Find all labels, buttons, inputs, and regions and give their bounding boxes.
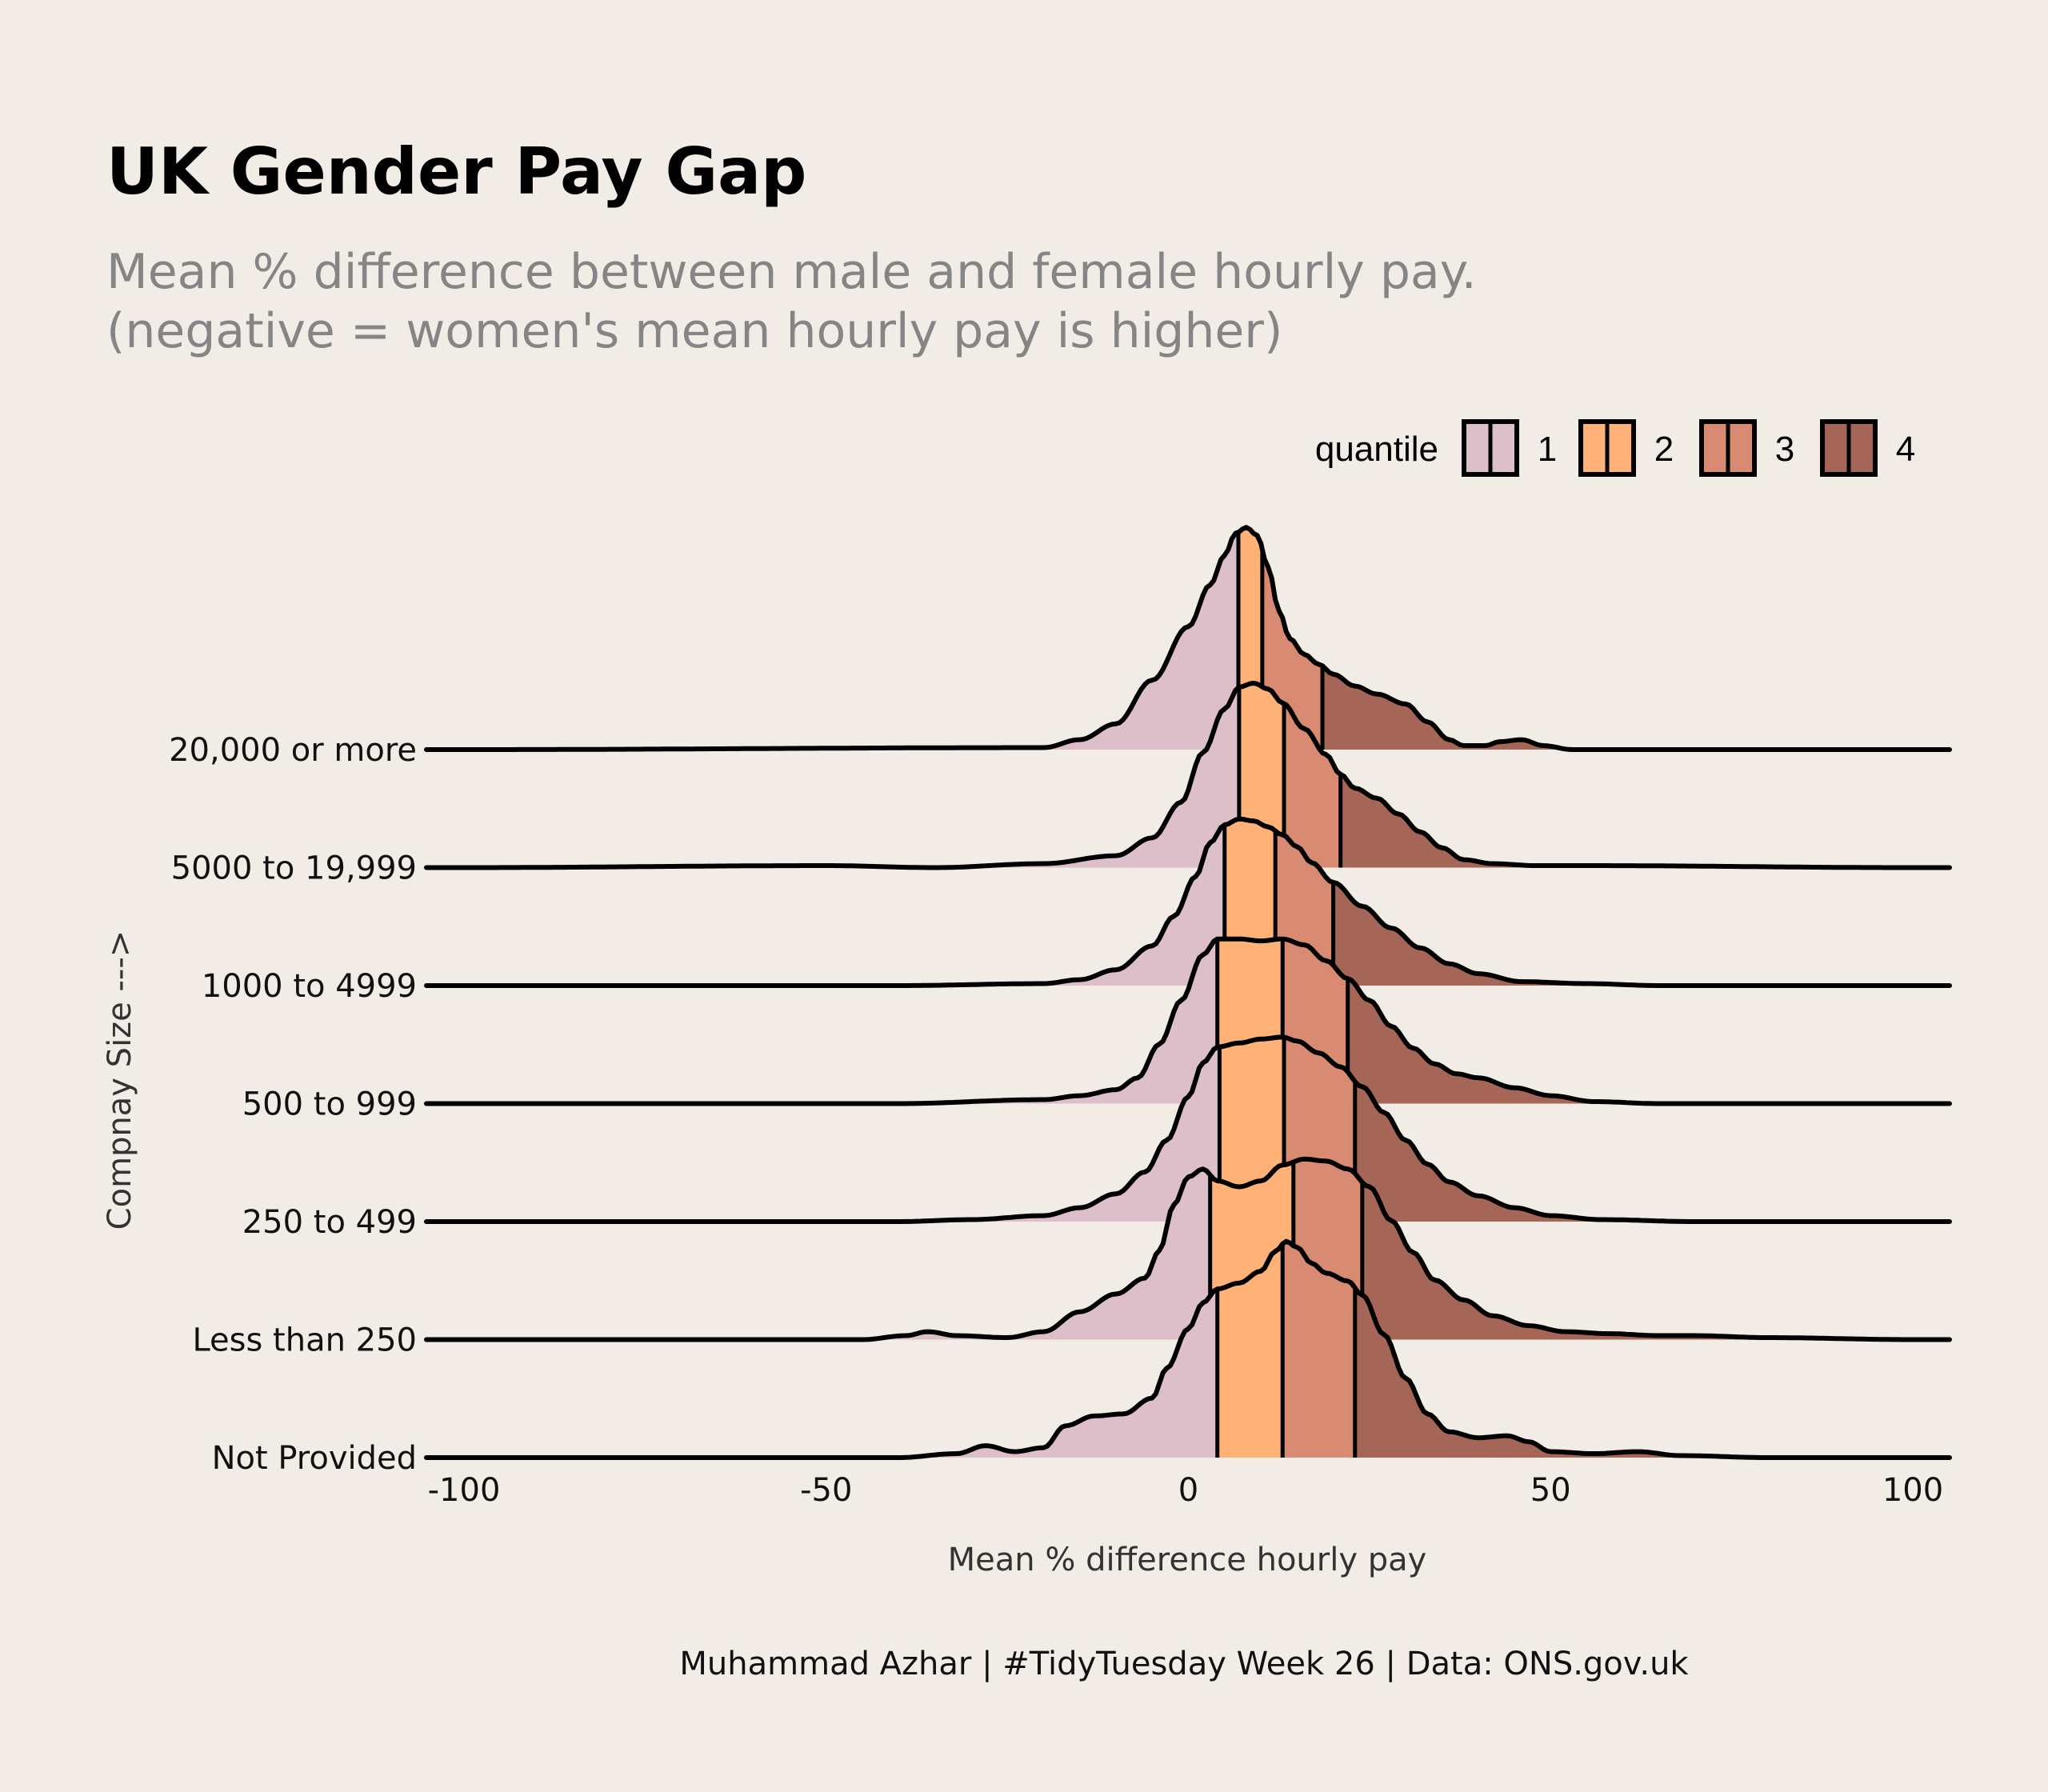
density-outline [424, 1238, 1952, 1460]
quantile-1-area [464, 825, 1225, 986]
legend-item-2: 2 [1578, 419, 1674, 477]
y-axis-title: Compnay Size ---> [102, 930, 138, 1230]
x-tick-label: -50 [800, 1472, 852, 1509]
quantile-1-area [464, 532, 1238, 750]
quantile-3-area [1284, 703, 1341, 868]
density-outline [424, 936, 1952, 1106]
legend: quantile 1 2 3 4 [1315, 419, 1915, 477]
legend-label: 3 [1775, 430, 1794, 469]
y-tick-label: 1000 to 4999 [202, 968, 417, 1005]
x-tick-label: 0 [1178, 1472, 1198, 1509]
x-tick-label: 100 [1882, 1472, 1943, 1509]
legend-item-3: 3 [1699, 419, 1794, 477]
x-axis-title: Mean % difference hourly pay [948, 1542, 1427, 1578]
x-tick-label: -100 [428, 1472, 501, 1509]
quantile-4-area [1322, 666, 1913, 750]
quantile-1-area [464, 686, 1239, 868]
y-tick-label: 5000 to 19,999 [171, 850, 417, 887]
density-outline [424, 1034, 1952, 1224]
legend-label: 4 [1896, 430, 1915, 469]
quantile-1-area [464, 938, 1218, 1104]
quantile-4-area [1362, 1182, 1913, 1340]
ridge-20-000-or-more [424, 525, 1952, 752]
chart-caption: Muhammad Azhar | #TidyTuesday Week 26 | … [679, 1646, 1689, 1682]
quantile-2-area [1217, 1243, 1283, 1458]
y-tick-label: 20,000 or more [169, 732, 417, 769]
quantile-1-area [464, 1046, 1220, 1222]
legend-label: 1 [1538, 430, 1557, 469]
legend-title: quantile [1315, 430, 1438, 469]
density-outline [424, 1156, 1952, 1342]
quantile-1-area [464, 1289, 1218, 1458]
legend-item-1: 1 [1462, 419, 1557, 477]
legend-item-4: 4 [1820, 419, 1915, 477]
chart-title: UK Gender Pay Gap [106, 134, 806, 209]
density-outline [424, 680, 1952, 870]
y-tick-label: 500 to 999 [242, 1086, 417, 1123]
ridge-not-provided [424, 1238, 1952, 1460]
chart-subtitle-line-1: Mean % difference between male and femal… [106, 244, 1477, 300]
density-outline [424, 816, 1952, 988]
quantile-4-area [1347, 978, 1913, 1104]
x-tick-label: 50 [1530, 1472, 1571, 1509]
ridge-less-than-250 [424, 1156, 1952, 1342]
quantile-4-area [1333, 882, 1913, 986]
y-tick-label: Not Provided [212, 1440, 417, 1477]
y-axis: 20,000 or more 5000 to 19,999 1000 to 4999… [169, 732, 417, 1477]
quantile-3-area [1282, 1241, 1355, 1458]
legend-label: 2 [1654, 430, 1674, 469]
quantile-4-area [1354, 1082, 1913, 1222]
ridges [424, 525, 1952, 1460]
y-tick-label: 250 to 499 [242, 1204, 417, 1241]
density-outline [424, 525, 1952, 752]
quantile-4-area [1340, 774, 1913, 868]
quantile-4-area [1354, 1288, 1913, 1458]
y-tick-label: Less than 250 [192, 1322, 417, 1359]
quantile-1-area [464, 1169, 1210, 1340]
chart-subtitle-line-2: (negative = women's mean hourly pay is h… [106, 303, 1282, 359]
x-axis: -100 -50 0 50 100 [428, 1472, 1944, 1509]
